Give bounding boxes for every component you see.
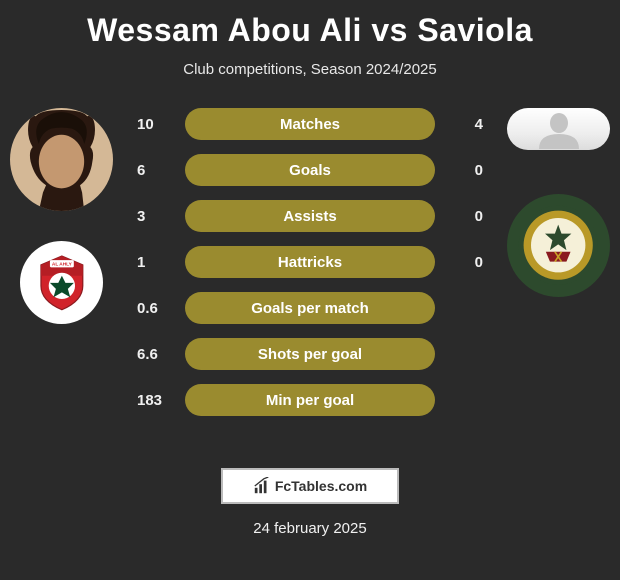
stat-row: 3 Assists 0 bbox=[137, 200, 483, 232]
stat-bar: Matches bbox=[185, 108, 435, 140]
stat-right-value: 0 bbox=[441, 254, 483, 271]
stat-left-value: 10 bbox=[137, 116, 179, 133]
stat-row: 0.6 Goals per match bbox=[137, 292, 483, 324]
stat-label: Assists bbox=[283, 208, 336, 225]
egyptian-club-crest-icon bbox=[517, 204, 599, 286]
stat-left-value: 3 bbox=[137, 208, 179, 225]
stat-left-value: 183 bbox=[137, 392, 179, 409]
person-silhouette-icon bbox=[10, 108, 113, 211]
generic-silhouette-icon bbox=[509, 109, 609, 149]
left-club-badge: AL AHLY bbox=[20, 241, 103, 324]
stat-left-value: 0.6 bbox=[137, 300, 179, 317]
stat-label: Hattricks bbox=[278, 254, 342, 271]
stat-bar: Goals per match bbox=[185, 292, 435, 324]
stat-bar: Goals bbox=[185, 154, 435, 186]
right-player-avatar bbox=[507, 108, 610, 150]
stat-row: 183 Min per goal bbox=[137, 384, 483, 416]
left-player-avatar bbox=[10, 108, 113, 211]
stat-bar: Shots per goal bbox=[185, 338, 435, 370]
stat-right-value: 0 bbox=[441, 208, 483, 225]
stat-bar: Assists bbox=[185, 200, 435, 232]
page-subtitle: Club competitions, Season 2024/2025 bbox=[0, 61, 620, 78]
stat-bar: Hattricks bbox=[185, 246, 435, 278]
stat-row: 6 Goals 0 bbox=[137, 154, 483, 186]
comparison-content: AL AHLY 10 Matches bbox=[0, 108, 620, 448]
footer-brand-text: FcTables.com bbox=[275, 478, 367, 494]
stat-label: Matches bbox=[280, 116, 340, 133]
stat-left-value: 6.6 bbox=[137, 346, 179, 363]
stat-label: Shots per goal bbox=[258, 346, 362, 363]
stat-row: 6.6 Shots per goal bbox=[137, 338, 483, 370]
stat-row: 10 Matches 4 bbox=[137, 108, 483, 140]
footer-brand-logo: FcTables.com bbox=[221, 468, 399, 504]
right-club-badge bbox=[507, 194, 610, 297]
svg-text:AL AHLY: AL AHLY bbox=[52, 261, 73, 267]
page-title: Wessam Abou Ali vs Saviola bbox=[0, 0, 620, 49]
stat-right-value: 0 bbox=[441, 162, 483, 179]
stat-row: 1 Hattricks 0 bbox=[137, 246, 483, 278]
stat-left-value: 1 bbox=[137, 254, 179, 271]
left-player-badges: AL AHLY bbox=[10, 108, 113, 324]
stat-label: Min per goal bbox=[266, 392, 354, 409]
stat-label: Goals per match bbox=[251, 300, 369, 317]
chart-icon bbox=[253, 477, 271, 495]
stat-bar: Min per goal bbox=[185, 384, 435, 416]
al-ahly-crest-icon: AL AHLY bbox=[32, 253, 92, 313]
stat-left-value: 6 bbox=[137, 162, 179, 179]
stat-right-value: 4 bbox=[441, 116, 483, 133]
stats-bars: 10 Matches 4 6 Goals 0 3 Assists 0 1 Hat… bbox=[137, 108, 483, 430]
stat-label: Goals bbox=[289, 162, 331, 179]
right-player-badges bbox=[507, 108, 610, 297]
footer-date: 24 february 2025 bbox=[0, 520, 620, 537]
